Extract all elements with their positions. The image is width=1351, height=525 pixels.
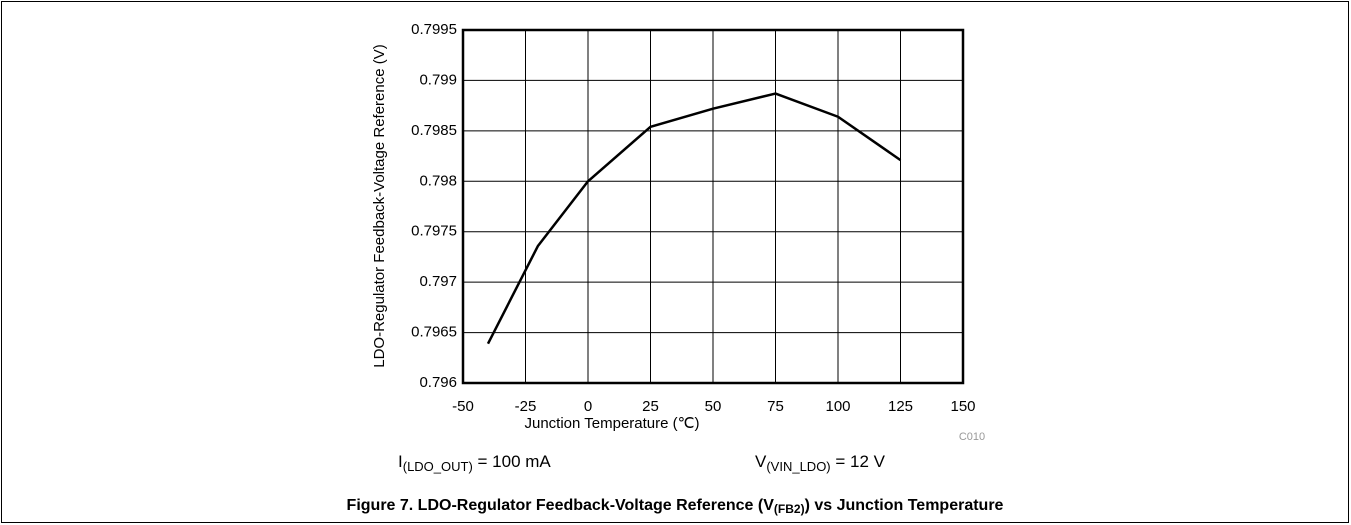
x-tick-label: 25: [642, 398, 659, 415]
annotation-main: I: [398, 452, 403, 471]
title-rest: ) vs Junction Temperature: [805, 497, 1004, 514]
y-axis-label: LDO-Regulator Feedback-Voltage Reference…: [371, 44, 388, 368]
x-tick-label: 0: [584, 398, 592, 415]
data-line: [486, 92, 902, 345]
x-axis-label: Junction Temperature (℃): [525, 415, 700, 432]
annotation-sub: (VIN_LDO): [766, 459, 830, 474]
annotation: V(VIN_LDO) = 12 V: [755, 452, 886, 474]
y-tick-label: 0.7995: [411, 21, 457, 38]
x-tick-label: 100: [825, 398, 850, 415]
x-tick-label: 150: [950, 398, 975, 415]
x-tick-label: -25: [515, 398, 537, 415]
annotation-main: V: [755, 452, 767, 471]
y-tick-label: 0.798: [419, 172, 457, 189]
figure-code: C010: [959, 431, 985, 443]
chart-title: Figure 7. LDO-Regulator Feedback-Voltage…: [347, 497, 1004, 516]
annotation-sub: (LDO_OUT): [403, 459, 473, 474]
x-tick-label: -50: [452, 398, 474, 415]
x-tick-label: 125: [888, 398, 913, 415]
y-tick-label: 0.7965: [411, 324, 457, 341]
y-tick-label: 0.799: [419, 71, 457, 88]
y-tick-label: 0.797: [419, 273, 457, 290]
x-tick-label: 75: [767, 398, 784, 415]
y-tick-label: 0.796: [419, 374, 457, 391]
annotation-rest: = 100 mA: [473, 452, 552, 471]
annotation-rest: = 12 V: [831, 452, 886, 471]
title-sub: (FB2): [774, 502, 805, 516]
title-main: Figure 7. LDO-Regulator Feedback-Voltage…: [347, 497, 775, 514]
x-tick-label: 50: [705, 398, 722, 415]
y-tick-label: 0.7985: [411, 122, 457, 139]
annotation: I(LDO_OUT) = 100 mA: [398, 452, 551, 474]
plot-frame: [461, 28, 965, 385]
y-tick-label: 0.7975: [411, 223, 457, 240]
